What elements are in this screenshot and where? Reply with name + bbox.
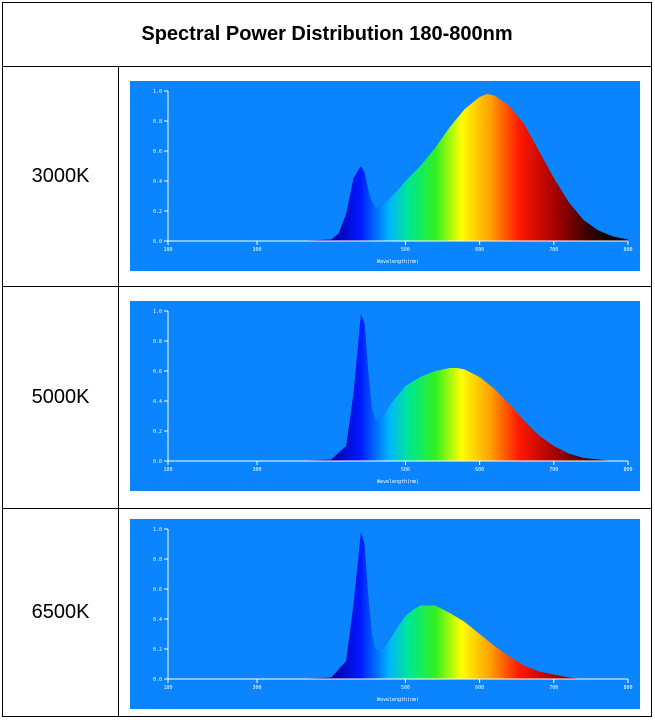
y-tick-label: 0.2	[153, 429, 162, 435]
table-row-5000k: 5000K 0.0 0.2 0.4 0.6 0.8 1.0 180 300 500 600 700 8…	[3, 287, 651, 509]
spd-curve	[168, 532, 628, 679]
y-tick-label: 0.6	[153, 587, 162, 593]
y-tick-label: 0.2	[153, 209, 162, 215]
spd-chart-5000k: 0.0 0.2 0.4 0.6 0.8 1.0 180 300 500 600 700 800 Wave…	[130, 301, 640, 491]
y-tick-label: 0.6	[153, 149, 162, 155]
y-tick-label: 0.8	[153, 339, 162, 345]
x-tick-label: 300	[253, 685, 262, 691]
row-label: 3000K	[3, 67, 119, 286]
y-tick-label: 0.0	[153, 459, 162, 465]
x-axis-label: Wavelength(nm)	[377, 479, 419, 485]
x-tick-label: 800	[623, 467, 632, 473]
y-tick-label: 0.4	[153, 399, 162, 405]
chart-svg: 0.0 0.2 0.4 0.6 0.8 1.0 180 300 500 600 700 800 Wave…	[130, 519, 640, 709]
x-tick-label: 180	[163, 247, 172, 253]
x-tick-label: 300	[253, 247, 262, 253]
x-tick-label: 800	[623, 247, 632, 253]
y-tick-label: 1.0	[153, 89, 162, 95]
x-tick-label: 500	[401, 685, 410, 691]
y-tick-label: 0.0	[153, 239, 162, 245]
y-tick-label: 0.0	[153, 677, 162, 683]
x-tick-label: 500	[401, 247, 410, 253]
y-tick-label: 0.8	[153, 119, 162, 125]
y-tick-label: 1.0	[153, 309, 162, 315]
x-tick-label: 600	[475, 467, 484, 473]
y-tick-label: 0.6	[153, 369, 162, 375]
chart-svg: 0.0 0.2 0.4 0.6 0.8 1.0 180 300 500 600 700 800 Wave…	[130, 301, 640, 491]
y-tick-label: 1.0	[153, 527, 162, 533]
x-tick-label: 700	[549, 467, 558, 473]
x-axis-label: Wavelength(nm)	[377, 259, 419, 265]
x-tick-label: 600	[475, 685, 484, 691]
row-label: 6500K	[3, 509, 119, 716]
x-axis-label: Wavelength(nm)	[377, 697, 419, 703]
spd-chart-6500k: 0.0 0.2 0.4 0.6 0.8 1.0 180 300 500 600 700 800 Wave…	[130, 519, 640, 709]
y-tick-label: 0.2	[153, 647, 162, 653]
y-tick-label: 0.4	[153, 179, 162, 185]
y-tick-label: 0.8	[153, 557, 162, 563]
spd-chart-3000k: 0.0 0.2 0.4 0.6 0.8 1.0 180 300 500 600 700 800 Wave…	[130, 81, 640, 271]
x-tick-label: 180	[163, 685, 172, 691]
plot-background	[130, 519, 640, 709]
row-label: 5000K	[3, 287, 119, 508]
table-title: Spectral Power Distribution 180-800nm	[3, 3, 651, 67]
table-row-6500k: 6500K 0.0 0.2 0.4 0.6 0.8 1.0 180 300 500 600 700 8…	[3, 509, 651, 716]
table-row-3000k: 3000K 0.0 0.2 0.4 0.6 0.8 1.0 180 300 500 600 700 8…	[3, 67, 651, 287]
x-tick-label: 180	[163, 467, 172, 473]
x-tick-label: 700	[549, 247, 558, 253]
x-tick-label: 500	[401, 467, 410, 473]
plot-background	[130, 301, 640, 491]
chart-svg: 0.0 0.2 0.4 0.6 0.8 1.0 180 300 500 600 700 800 Wave…	[130, 81, 640, 271]
spd-curve	[168, 94, 628, 241]
x-tick-label: 300	[253, 467, 262, 473]
x-tick-label: 600	[475, 247, 484, 253]
x-tick-label: 800	[623, 685, 632, 691]
x-tick-label: 700	[549, 685, 558, 691]
plot-background	[130, 81, 640, 271]
spd-curve	[168, 314, 628, 461]
y-tick-label: 0.4	[153, 617, 162, 623]
